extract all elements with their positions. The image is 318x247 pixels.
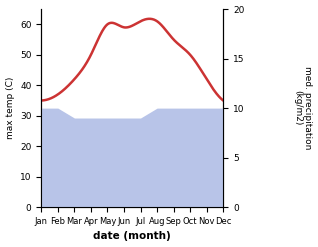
- Y-axis label: med. precipitation
(kg/m2): med. precipitation (kg/m2): [293, 66, 313, 150]
- X-axis label: date (month): date (month): [93, 231, 171, 242]
- Y-axis label: max temp (C): max temp (C): [5, 77, 15, 139]
